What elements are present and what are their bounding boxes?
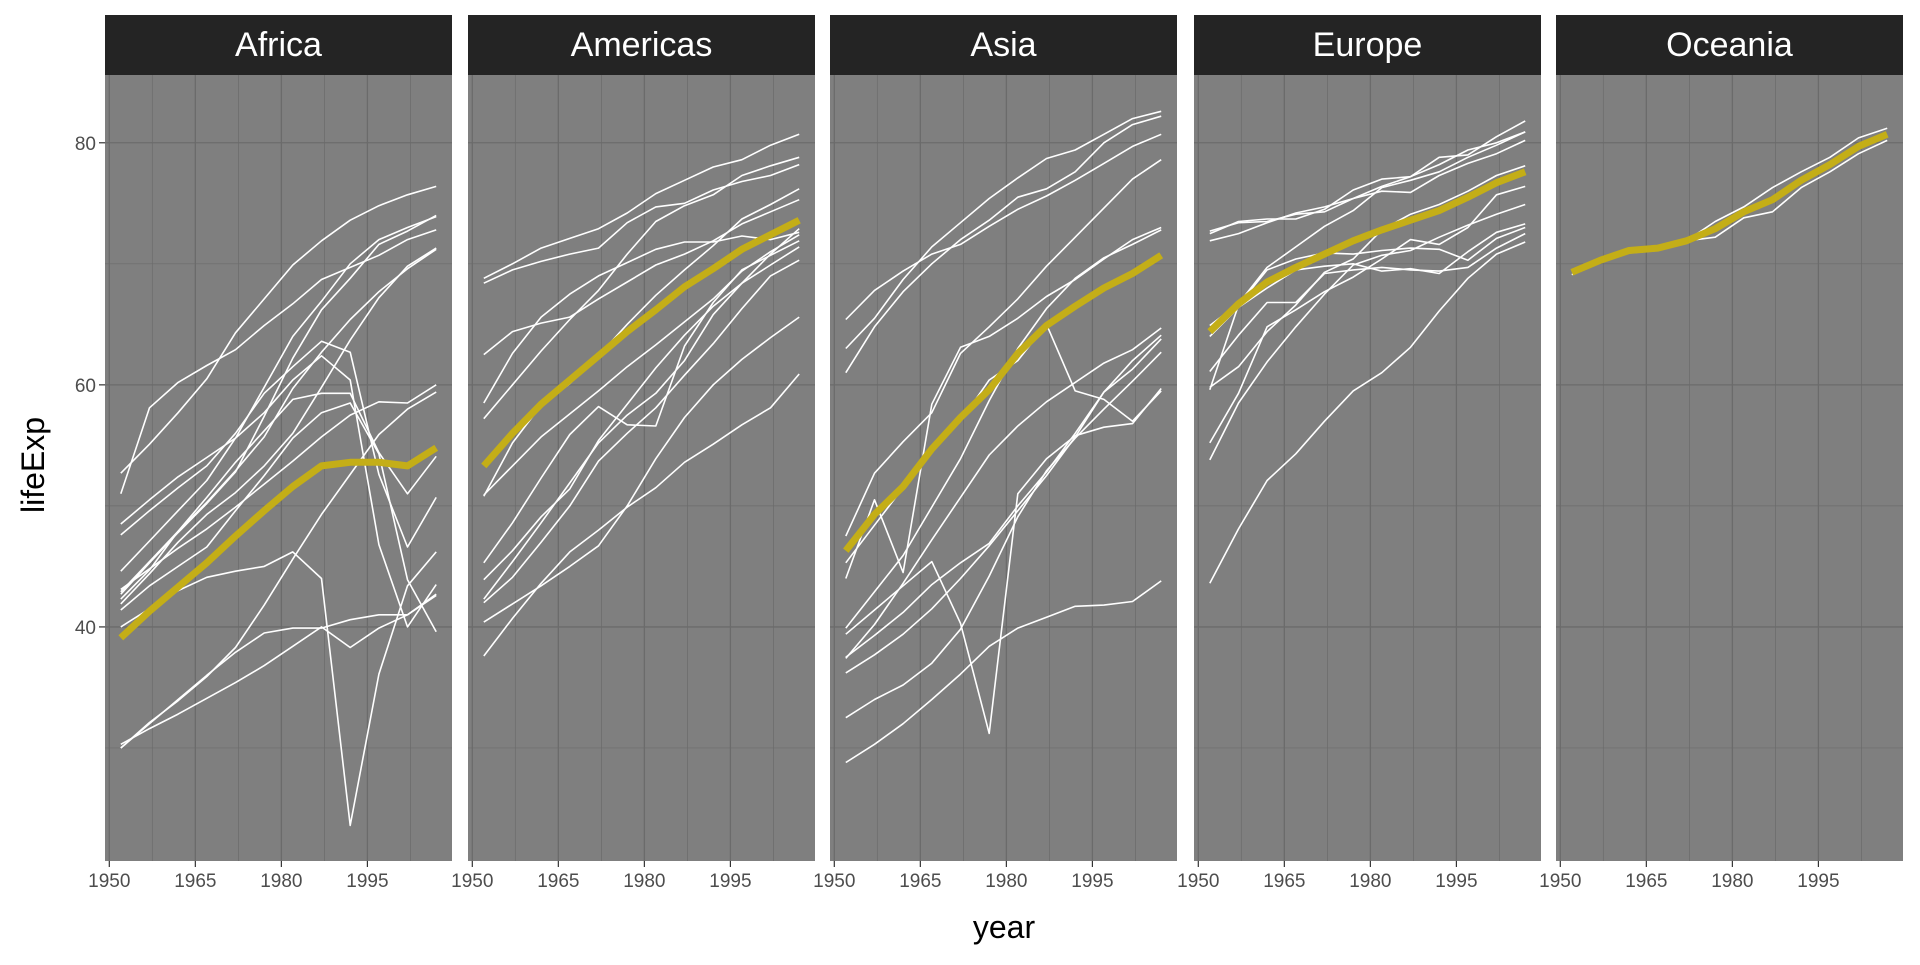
facet-americas: Americas 1950 1965 1980 1995 xyxy=(451,15,815,892)
facet-strip-label: Europe xyxy=(1313,26,1423,64)
x-tick-label: 1965 xyxy=(899,871,941,892)
panel-background xyxy=(1194,75,1541,861)
y-axis: 40 60 80 xyxy=(75,134,105,639)
country-line xyxy=(845,334,1162,658)
facet-strip-label: Africa xyxy=(235,26,322,64)
x-tick-label: 1965 xyxy=(1263,871,1305,892)
y-axis-title: lifeExp xyxy=(15,417,51,513)
x-tick-label: 1980 xyxy=(260,871,302,892)
country-line xyxy=(483,156,800,420)
country-line xyxy=(483,234,800,496)
facets: Africa 1950 1965 1980 1995 Americas 1950 1965 19… xyxy=(88,15,1903,892)
country-line xyxy=(120,229,437,495)
mean-line xyxy=(1207,168,1527,335)
panel-background xyxy=(830,75,1177,861)
country-line xyxy=(1209,226,1526,390)
country-line xyxy=(1209,223,1526,337)
country-line xyxy=(120,215,437,572)
country-line xyxy=(120,402,437,633)
facet-strip xyxy=(1556,15,1903,75)
country-line xyxy=(120,384,437,591)
country-line xyxy=(120,248,437,593)
country-line xyxy=(845,115,1162,374)
x-axis-title: year xyxy=(973,909,1036,945)
country-line xyxy=(1209,203,1526,461)
y-tick-label: 40 xyxy=(75,618,96,639)
x-tick-label: 1950 xyxy=(88,871,130,892)
country-line xyxy=(845,351,1162,719)
country-line xyxy=(483,316,800,623)
x-tick-label: 1965 xyxy=(1625,871,1667,892)
mean-line xyxy=(118,444,439,641)
x-tick-label: 1965 xyxy=(174,871,216,892)
country-line xyxy=(1209,139,1526,232)
panel-background xyxy=(1556,75,1903,861)
facet-strip xyxy=(105,15,452,75)
country-line xyxy=(1209,120,1526,235)
country-line xyxy=(483,133,800,280)
facet-strip xyxy=(1194,15,1541,75)
country-line xyxy=(483,228,800,600)
country-line xyxy=(483,231,800,404)
facet-strip-label: Oceania xyxy=(1666,26,1793,64)
x-tick-label: 1995 xyxy=(709,871,751,892)
country-line xyxy=(845,133,1162,321)
country-line xyxy=(1209,241,1526,584)
x-tick-label: 1980 xyxy=(1711,871,1753,892)
country-line xyxy=(120,247,437,605)
panel-background xyxy=(468,75,815,861)
y-tick-label: 80 xyxy=(75,134,96,155)
facet-oceania: Oceania 1950 1965 1980 1995 xyxy=(1539,15,1903,892)
panel-background xyxy=(105,75,452,861)
facet-africa: Africa 1950 1965 1980 1995 xyxy=(88,15,452,892)
country-line xyxy=(1209,232,1526,372)
x-tick-label: 1980 xyxy=(623,871,665,892)
x-tick-label: 1965 xyxy=(537,871,579,892)
country-line xyxy=(845,338,1162,674)
country-line xyxy=(120,185,437,474)
facet-strip-label: Americas xyxy=(571,26,713,64)
x-tick-label: 1995 xyxy=(1797,871,1839,892)
x-tick-label: 1950 xyxy=(1539,871,1581,892)
mean-line xyxy=(843,252,1164,553)
country-line xyxy=(120,354,437,628)
x-tick-label: 1995 xyxy=(1071,871,1113,892)
x-tick-label: 1950 xyxy=(813,871,855,892)
x-tick-label: 1995 xyxy=(346,871,388,892)
country-line xyxy=(483,163,800,284)
country-line xyxy=(845,159,1162,537)
facet-strip xyxy=(830,15,1177,75)
country-line xyxy=(483,246,800,581)
country-line xyxy=(483,259,800,604)
country-line xyxy=(483,198,800,356)
x-tick-label: 1980 xyxy=(1349,871,1391,892)
facet-strip-label: Asia xyxy=(970,26,1036,64)
country-line xyxy=(1209,131,1526,242)
y-tick-label: 60 xyxy=(75,376,96,397)
x-tick-label: 1950 xyxy=(451,871,493,892)
country-line xyxy=(845,110,1162,350)
country-line xyxy=(120,340,437,548)
country-line xyxy=(120,214,437,595)
x-tick-label: 1950 xyxy=(1177,871,1219,892)
facet-strip xyxy=(468,15,815,75)
country-line xyxy=(845,580,1162,764)
x-tick-label: 1995 xyxy=(1435,871,1477,892)
mean-line xyxy=(481,217,801,469)
country-line xyxy=(120,594,437,746)
x-tick-label: 1980 xyxy=(985,871,1027,892)
country-line xyxy=(845,327,1162,659)
facet-europe: Europe 1950 1965 1980 1995 xyxy=(1177,15,1541,892)
country-line xyxy=(1209,131,1526,327)
facet-asia: Asia 1950 1965 1980 1995 xyxy=(813,15,1177,892)
mean-line xyxy=(1570,131,1889,276)
country-line xyxy=(120,391,437,749)
